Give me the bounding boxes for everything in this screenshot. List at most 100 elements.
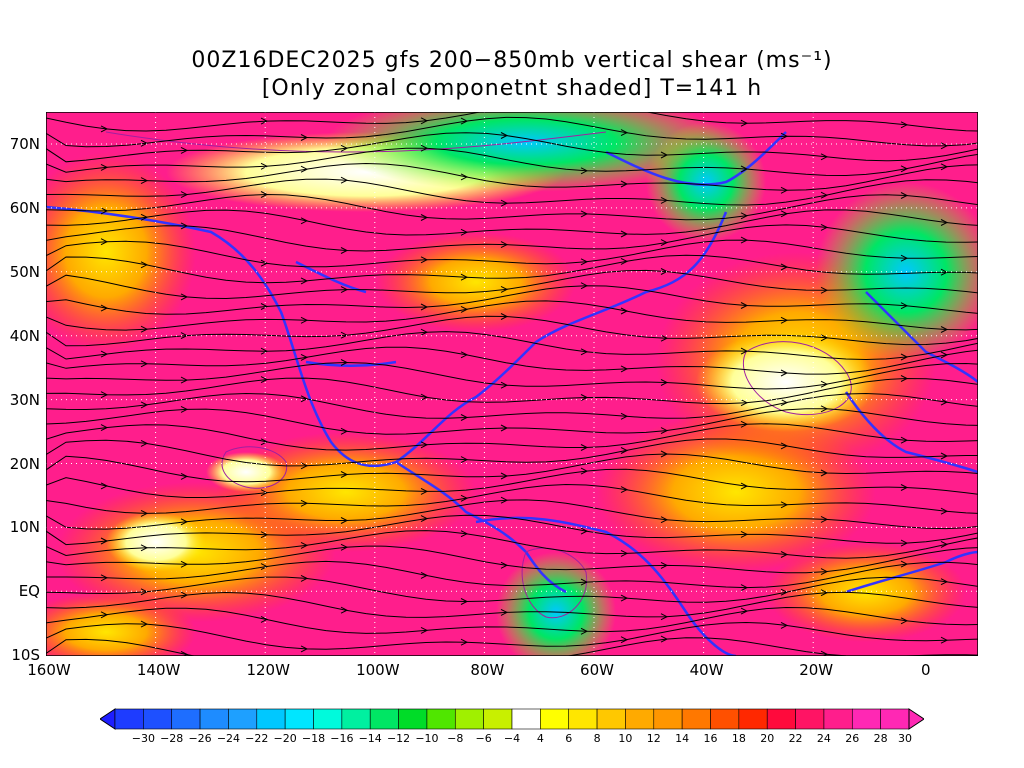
streamline	[46, 468, 978, 498]
streamline-arrow	[180, 191, 189, 199]
streamline-arrow	[900, 302, 909, 310]
streamline-arrow	[580, 348, 589, 356]
streamline-arrow	[300, 217, 309, 225]
shading-white	[696, 332, 876, 432]
colorbar-tick-label: −10	[415, 732, 439, 745]
streamline	[46, 377, 978, 405]
colorbar-tick-label: −22	[245, 732, 269, 745]
streamline-arrow	[260, 563, 269, 571]
streamline-arrow	[900, 165, 909, 173]
streamline-arrow	[180, 650, 189, 656]
streamline	[46, 300, 978, 331]
streamline-arrow	[620, 365, 629, 373]
shading-green	[646, 122, 766, 242]
streamline-arrow	[100, 304, 109, 312]
colorbar-tick-label: 24	[816, 732, 831, 745]
streamline-arrow	[260, 303, 269, 310]
lon-label: 20W	[799, 661, 834, 679]
streamline	[46, 147, 978, 177]
streamline	[46, 591, 978, 618]
streamline-arrow	[580, 444, 589, 451]
streamline-arrow	[740, 347, 749, 355]
streamline-arrow	[940, 326, 949, 333]
streamline-arrow	[500, 381, 509, 389]
streamline-arrow	[500, 472, 509, 480]
streamline-arrow	[740, 482, 749, 490]
colorbar-tick-label: −12	[386, 732, 411, 745]
colorbar-swatch	[596, 708, 626, 730]
streamline	[46, 254, 978, 284]
streamline-arrow	[260, 531, 269, 539]
colorbar-tick-label: −4	[503, 732, 521, 745]
streamline-arrow	[780, 588, 789, 596]
streamline-arrow	[180, 518, 189, 526]
streamline-arrow	[500, 132, 509, 139]
streamline	[46, 576, 978, 603]
streamline	[46, 392, 978, 419]
streamline-arrow	[100, 207, 109, 215]
colorbar-swatch	[114, 708, 144, 730]
streamline-arrow	[940, 219, 949, 226]
colorbar-tick-label: 4	[536, 732, 544, 745]
streamline-arrow	[140, 261, 149, 269]
streamline-arrow	[740, 236, 749, 244]
streamline	[46, 438, 978, 467]
streamline-arrow	[460, 305, 469, 313]
streamline-arrow	[820, 286, 829, 294]
coastline-west-africa	[845, 550, 978, 594]
streamline	[46, 239, 978, 268]
streamline	[46, 560, 978, 589]
colorbar-tick-label: 18	[731, 732, 746, 745]
streamline-arrow	[500, 608, 509, 616]
streamline-arrow	[100, 424, 109, 432]
colorbar-tick-label: 30	[898, 732, 912, 745]
streamline-arrow	[620, 447, 629, 454]
streamline-arrow	[820, 469, 829, 477]
streamline-arrow	[740, 420, 749, 428]
streamline	[46, 361, 978, 390]
streamline	[46, 132, 978, 163]
streamline-arrow	[180, 146, 189, 154]
streamline-arrow	[100, 163, 109, 171]
streamline-arrow	[660, 334, 669, 342]
streamline-arrow	[580, 258, 589, 266]
chart-title-line2: [Only zonal componetnt shaded] T=141 h	[261, 76, 763, 101]
colorbar-swatch	[823, 708, 853, 730]
streamline-arrow	[620, 412, 629, 420]
streamline	[46, 224, 978, 252]
shading-white	[206, 452, 286, 492]
contour-line	[105, 131, 607, 153]
streamline-arrow	[300, 353, 309, 361]
streamline-arrow	[340, 144, 349, 152]
lat-label: EQ	[18, 582, 40, 601]
streamline-arrow	[620, 230, 629, 238]
streamline-arrow	[100, 238, 109, 246]
streamline-arrow	[420, 626, 429, 634]
streamline-arrow	[260, 615, 269, 623]
streamline-arrow	[900, 353, 909, 361]
shading-orange	[766, 542, 966, 642]
streamline	[46, 499, 978, 530]
colorbar	[100, 708, 924, 730]
streamline-arrow	[420, 487, 429, 495]
streamline	[46, 112, 978, 132]
lat-label: 50N	[9, 262, 40, 281]
coastline-europe	[865, 291, 978, 383]
streamline-arrow	[460, 228, 469, 236]
streamline-arrow	[620, 594, 629, 602]
colorbar-swatch	[766, 708, 796, 730]
shading-orange	[216, 432, 476, 552]
state-borders	[295, 260, 397, 367]
streamline-arrow	[260, 347, 269, 355]
streamline-arrow	[260, 162, 269, 170]
streamline-arrow	[460, 351, 469, 359]
streamline-arrow	[780, 551, 789, 558]
streamline-arrow	[140, 620, 149, 628]
colorbar-tick-label: −30	[131, 732, 155, 745]
streamline-arrow	[780, 263, 789, 271]
streamline-arrow	[900, 192, 909, 199]
streamline-arrow	[140, 213, 149, 221]
streamline-arrow	[740, 530, 749, 538]
streamline-arrow	[260, 376, 269, 384]
colorbar-tick-label: −26	[188, 732, 212, 745]
